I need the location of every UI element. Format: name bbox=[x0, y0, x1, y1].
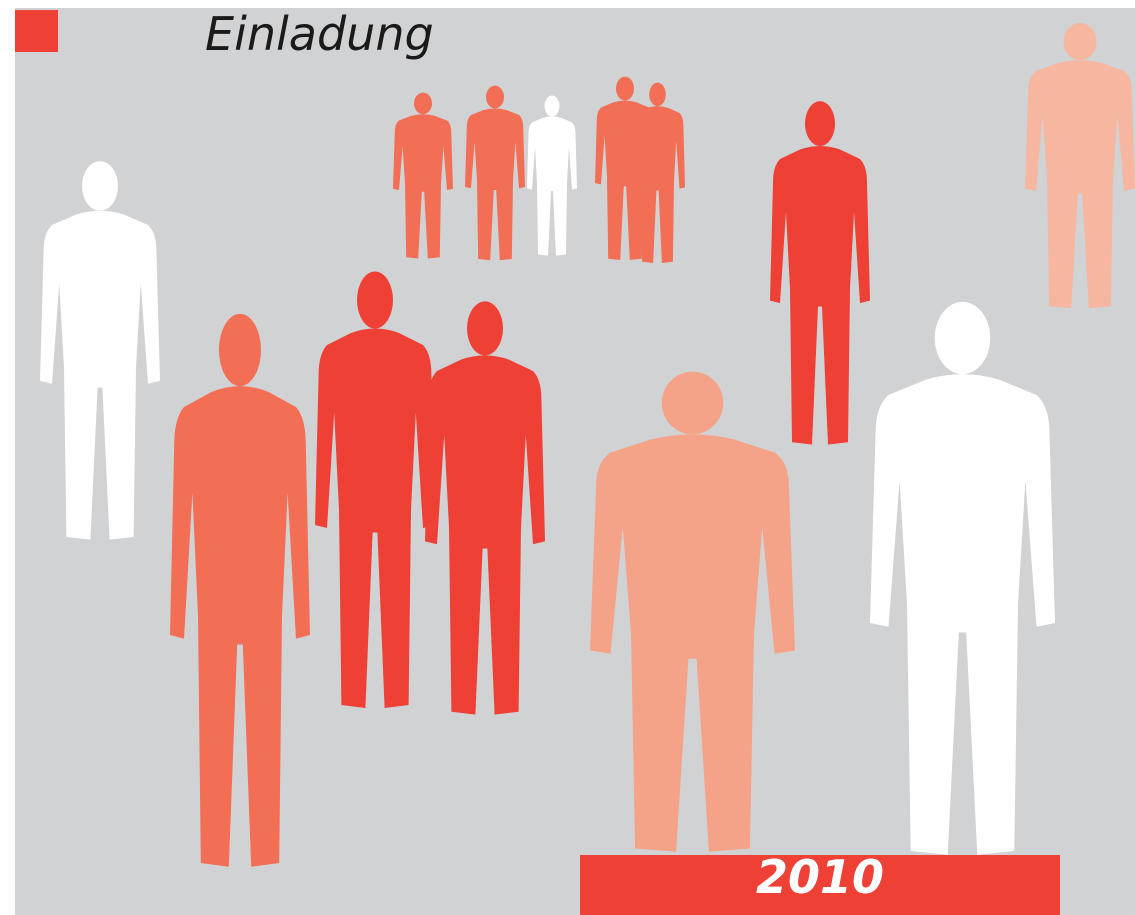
year: 2010 bbox=[756, 850, 884, 904]
page: Einladung 2010 (() => { const data = JSO… bbox=[0, 0, 1135, 915]
logo-square bbox=[15, 10, 58, 52]
title: Einladung bbox=[205, 7, 434, 61]
poster: Einladung 2010 bbox=[0, 0, 1135, 915]
